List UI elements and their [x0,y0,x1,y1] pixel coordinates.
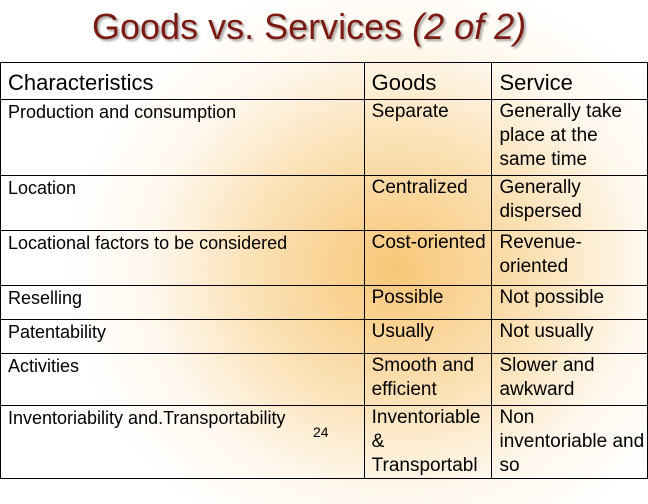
row-service-value: Generally dispersed [491,175,648,231]
row-goods-value: Separate [363,99,493,176]
page-number: 24 [313,424,329,440]
slide-title-suffix: (2 of 2) [412,6,527,47]
table-row: Location Centralized Generally dispersed [0,175,648,231]
row-characteristic: Production and consumption [0,99,365,176]
header-characteristics: Characteristics [0,62,365,100]
slide-title-main: Goods vs. Services [92,6,413,47]
row-characteristic: Inventoriability and.Transportability [8,408,286,428]
row-characteristic: Patentability [0,319,365,354]
row-goods-value: Usually [363,319,493,354]
row-goods-value: Cost-oriented [363,230,493,286]
table-row: Locational factors to be considered Cost… [0,230,648,286]
slide-title: Goods vs. Services (2 of 2) [92,6,526,48]
table-row: Activities Smooth and efficient Slower a… [0,353,648,406]
row-characteristic: Locational factors to be considered [0,230,365,286]
row-service-value: Non inventoriable and so [491,405,648,479]
header-goods: Goods [363,62,493,100]
table-row: Patentability Usually Not usually [0,319,648,354]
row-service-value: Generally take place at the same time [491,99,648,176]
row-characteristic: Location [0,175,365,231]
row-characteristic: Activities [0,353,365,406]
row-service-value: Slower and awkward [491,353,648,406]
row-characteristic: Reselling [0,285,365,320]
row-characteristic-cell: Inventoriability and.Transportability 24 [0,405,365,479]
table-header-row: Characteristics Goods Service [0,62,648,100]
row-goods-value: Smooth and efficient [363,353,493,406]
table-row: Reselling Possible Not possible [0,285,648,320]
table-row: Inventoriability and.Transportability 24… [0,405,648,479]
row-service-value: Not usually [491,319,648,354]
row-service-value: Revenue-oriented [491,230,648,286]
header-service: Service [491,62,648,100]
row-goods-value: Inventoriable & Transportabl [363,405,493,479]
comparison-table: Characteristics Goods Service Production… [0,62,648,479]
row-goods-value: Centralized [363,175,493,231]
row-goods-value: Possible [363,285,493,320]
row-service-value: Not possible [491,285,648,320]
table-row: Production and consumption Separate Gene… [0,99,648,176]
